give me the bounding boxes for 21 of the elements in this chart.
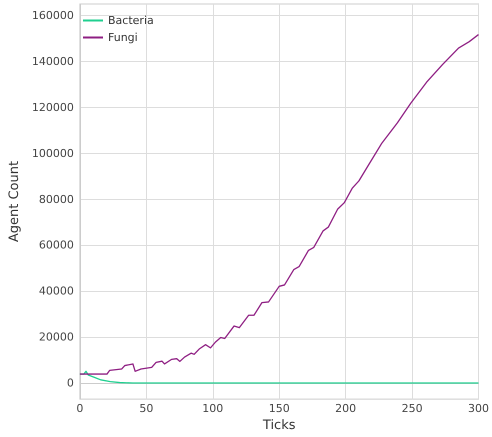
legend-label: Fungi xyxy=(108,31,138,44)
y-tick-label: 100000 xyxy=(32,146,74,160)
x-tick-label: 100 xyxy=(202,402,224,416)
y-tick-label: 20000 xyxy=(38,330,74,344)
x-axis-title: Ticks xyxy=(262,418,296,433)
x-tick-label: 250 xyxy=(402,402,423,416)
y-tick-label: 40000 xyxy=(38,284,74,298)
line-series xyxy=(79,34,480,375)
y-tick-label: 60000 xyxy=(38,238,74,252)
x-tick-label: 200 xyxy=(335,402,356,416)
y-tick-label: 80000 xyxy=(38,192,74,206)
y-axis-title: Agent Count xyxy=(7,160,22,242)
x-tick-label: 150 xyxy=(268,402,290,416)
x-tick-label: 300 xyxy=(468,402,489,416)
legend-label: Bacteria xyxy=(108,14,154,27)
x-tick-label: 50 xyxy=(139,402,154,416)
y-tick-label: 0 xyxy=(66,376,74,390)
y-tick-label: 160000 xyxy=(32,8,74,22)
y-tick-label: 120000 xyxy=(32,100,74,114)
y-tick-label: 140000 xyxy=(32,54,74,68)
x-tick-label: 0 xyxy=(76,402,84,416)
